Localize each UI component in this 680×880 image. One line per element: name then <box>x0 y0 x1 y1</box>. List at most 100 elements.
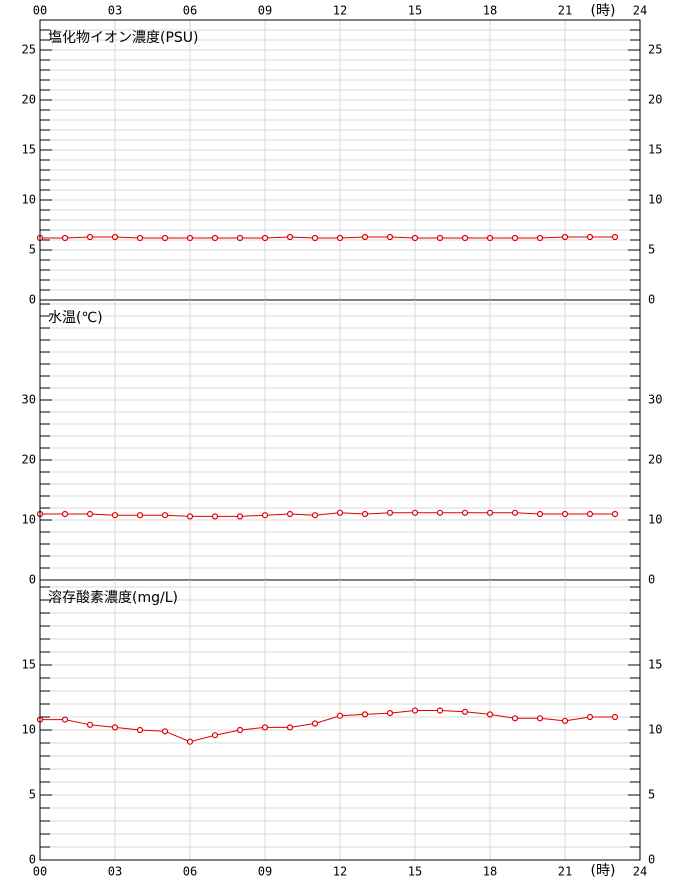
plot-frame <box>39 19 641 861</box>
y-tick-label: 5 <box>29 788 36 802</box>
y-tick-label: 10 <box>648 513 662 527</box>
x-tick-label: 18 <box>483 4 497 18</box>
data-point <box>511 234 519 242</box>
x-tick-label: 18 <box>483 865 497 879</box>
x-tick-label: 09 <box>258 865 272 879</box>
y-tick-label: 15 <box>648 143 662 157</box>
data-point <box>261 512 269 519</box>
data-point <box>236 513 244 520</box>
data-point <box>336 509 344 516</box>
data-point <box>61 510 69 518</box>
data-point <box>211 234 219 242</box>
data-point <box>486 234 494 242</box>
data-point <box>286 233 294 241</box>
data-point <box>361 711 369 718</box>
data-point <box>111 233 119 241</box>
y-tick-label: 0 <box>648 853 655 867</box>
data-point <box>611 713 619 721</box>
panel-title: 塩化物イオン濃度(PSU) <box>48 30 199 46</box>
y-tick-label: 30 <box>22 393 36 407</box>
data-point <box>611 233 619 241</box>
y-tick-label: 15 <box>22 658 36 672</box>
data-point <box>111 512 119 519</box>
data-point <box>436 509 444 516</box>
data-point <box>211 513 219 520</box>
y-tick-label: 0 <box>29 853 36 867</box>
data-point <box>111 724 119 731</box>
x-unit-label: (時) <box>591 3 616 19</box>
data-point <box>186 234 194 242</box>
data-point <box>561 717 569 725</box>
y-tick-label: 10 <box>22 193 36 207</box>
data-point <box>336 712 344 719</box>
y-tick-label: 20 <box>22 93 36 107</box>
data-point <box>511 715 519 722</box>
panel-title: 水温(℃) <box>48 310 103 326</box>
y-tick-label: 10 <box>648 193 662 207</box>
data-point <box>486 509 494 516</box>
y-tick-label: 0 <box>29 573 36 587</box>
data-point <box>286 510 294 518</box>
data-point <box>386 710 394 717</box>
data-point <box>536 510 544 518</box>
y-tick-label: 25 <box>22 43 36 57</box>
y-tick-label: 0 <box>29 293 36 307</box>
data-point <box>86 721 94 728</box>
x-tick-label: 21 <box>558 4 572 18</box>
data-point <box>561 510 569 518</box>
x-tick-label: 24 <box>633 4 647 18</box>
data-point <box>511 509 519 516</box>
data-point <box>286 724 294 731</box>
data-point <box>461 509 469 516</box>
y-tick-label: 0 <box>648 573 655 587</box>
data-point <box>411 234 419 242</box>
data-point <box>261 724 269 731</box>
data-point <box>86 510 94 518</box>
data-point <box>136 234 144 242</box>
x-tick-label: 15 <box>408 865 422 879</box>
x-tick-label: 00 <box>33 865 47 879</box>
data-point <box>261 234 269 242</box>
x-tick-label: 03 <box>108 865 122 879</box>
y-tick-label: 10 <box>648 723 662 737</box>
data-point <box>186 513 194 520</box>
data-point <box>161 512 169 519</box>
y-tick-label: 20 <box>648 93 662 107</box>
x-tick-label: 09 <box>258 4 272 18</box>
y-tick-label: 20 <box>22 453 36 467</box>
data-point <box>436 234 444 242</box>
data-point <box>136 512 144 519</box>
x-tick-label: 24 <box>633 865 647 879</box>
y-tick-label: 0 <box>648 293 655 307</box>
data-point <box>61 716 69 723</box>
data-point <box>361 233 369 241</box>
data-point <box>161 234 169 242</box>
data-point <box>586 510 594 518</box>
data-line <box>40 710 615 743</box>
data-point <box>136 726 144 734</box>
data-point <box>61 234 69 242</box>
data-point <box>211 732 219 739</box>
y-tick-label: 15 <box>22 143 36 157</box>
x-unit-label: (時) <box>591 863 616 879</box>
y-tick-label: 30 <box>648 393 662 407</box>
x-tick-label: 06 <box>183 865 197 879</box>
data-point <box>486 711 494 718</box>
y-tick-label: 5 <box>648 788 655 802</box>
x-tick-label: 21 <box>558 865 572 879</box>
data-line <box>40 512 615 517</box>
data-point <box>161 728 169 735</box>
data-point <box>386 233 394 241</box>
data-point <box>561 233 569 241</box>
x-tick-label: 12 <box>333 4 347 18</box>
data-point <box>461 234 469 242</box>
y-tick-label: 5 <box>648 243 655 257</box>
data-point <box>186 738 194 745</box>
data-point <box>436 707 444 714</box>
panel-title: 溶存酸素濃度(mg/L) <box>48 590 178 606</box>
data-point <box>586 713 594 721</box>
y-tick-label: 5 <box>29 243 36 257</box>
y-tick-label: 15 <box>648 658 662 672</box>
y-tick-label: 20 <box>648 453 662 467</box>
